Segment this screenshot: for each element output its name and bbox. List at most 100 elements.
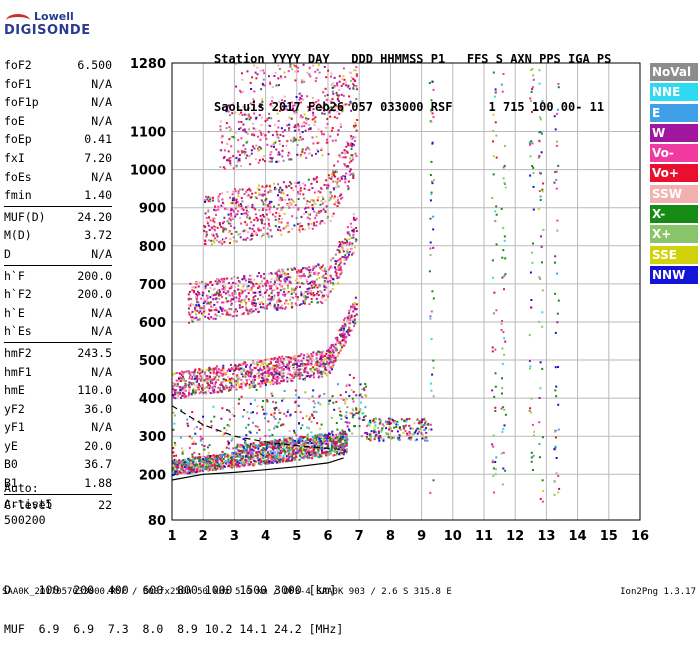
echo-point [274, 357, 276, 359]
echo-point [235, 190, 237, 192]
echo-point [200, 370, 202, 372]
echo-point [202, 458, 204, 460]
echo-point [266, 444, 268, 446]
echo-point [271, 145, 273, 147]
echo-point [224, 310, 226, 312]
echo-point [304, 391, 306, 393]
echo-point [251, 193, 253, 195]
echo-point [206, 220, 208, 222]
echo-point [213, 217, 215, 219]
echo-point [336, 429, 338, 431]
echo-point [303, 213, 305, 215]
echo-point [238, 300, 240, 302]
echo-point [327, 437, 329, 439]
echo-point [311, 199, 313, 201]
echo-point [311, 451, 313, 453]
echo-point [242, 456, 244, 458]
echo-point [318, 294, 320, 296]
echo-point [344, 263, 346, 265]
echo-point [354, 302, 356, 304]
echo-point [345, 156, 347, 158]
echo-point [240, 379, 242, 381]
echo-point [249, 163, 251, 165]
echo-point [266, 305, 268, 307]
echo-point [252, 304, 254, 306]
echo-point [270, 161, 272, 163]
echo-point [209, 376, 211, 378]
echo-point [323, 133, 325, 135]
echo-point [352, 310, 354, 312]
echo-point [264, 292, 266, 294]
echo-point [210, 372, 212, 374]
echo-point [255, 234, 257, 236]
echo-point [313, 417, 315, 419]
echo-point [289, 366, 291, 368]
echo-point [305, 157, 307, 159]
echo-point [284, 199, 286, 201]
echo-point [242, 462, 244, 464]
echo-point [333, 174, 335, 176]
echo-point [247, 231, 249, 233]
echo-point [314, 402, 316, 404]
echo-point [293, 430, 295, 432]
echo-point [339, 411, 341, 413]
echo-point [244, 449, 246, 451]
echo-point [295, 371, 297, 373]
echo-point [279, 187, 281, 189]
echo-point [310, 358, 312, 360]
echo-point [204, 372, 206, 374]
echo-point [232, 438, 234, 440]
echo-point [348, 238, 350, 240]
echo-point [212, 298, 214, 300]
echo-point [230, 300, 232, 302]
echo-point [211, 309, 213, 311]
echo-point [280, 280, 282, 282]
echo-point [205, 393, 207, 395]
echo-point [274, 418, 276, 420]
echo-point [274, 371, 276, 373]
echo-point [299, 275, 301, 277]
echo-point [301, 374, 303, 376]
echo-point [269, 201, 271, 203]
echo-point [235, 132, 237, 134]
echo-point [257, 136, 259, 138]
echo-point [281, 442, 283, 444]
echo-point [331, 447, 333, 449]
echo-point [264, 463, 266, 465]
echo-point [173, 455, 175, 457]
echo-point [324, 201, 326, 203]
echo-point [281, 199, 283, 201]
echo-point [277, 304, 279, 306]
echo-point [278, 160, 280, 162]
echo-point [338, 440, 340, 442]
echo-point [231, 286, 233, 288]
echo-point [284, 453, 286, 455]
echo-point [287, 155, 289, 157]
echo-point [302, 193, 304, 195]
echo-point [222, 227, 224, 229]
echo-point [243, 239, 245, 241]
echo-point [222, 313, 224, 315]
echo-point [275, 149, 277, 151]
echo-point [293, 374, 295, 376]
echo-point [246, 216, 248, 218]
echo-point [283, 181, 285, 183]
echo-point [330, 266, 332, 268]
echo-point [243, 230, 245, 232]
echo-point [311, 414, 313, 416]
echo-point [236, 157, 238, 159]
echo-point [192, 304, 194, 306]
echo-point [319, 290, 321, 292]
echo-point [273, 407, 275, 409]
echo-point [208, 225, 210, 227]
echo-point [347, 426, 349, 428]
echo-point [248, 418, 250, 420]
echo-point [199, 458, 201, 460]
echo-point [264, 450, 266, 452]
echo-point [282, 363, 284, 365]
echo-point [220, 226, 222, 228]
echo-point [334, 195, 336, 197]
echo-point [350, 223, 352, 225]
echo-point [339, 258, 341, 260]
echo-point [245, 206, 247, 208]
